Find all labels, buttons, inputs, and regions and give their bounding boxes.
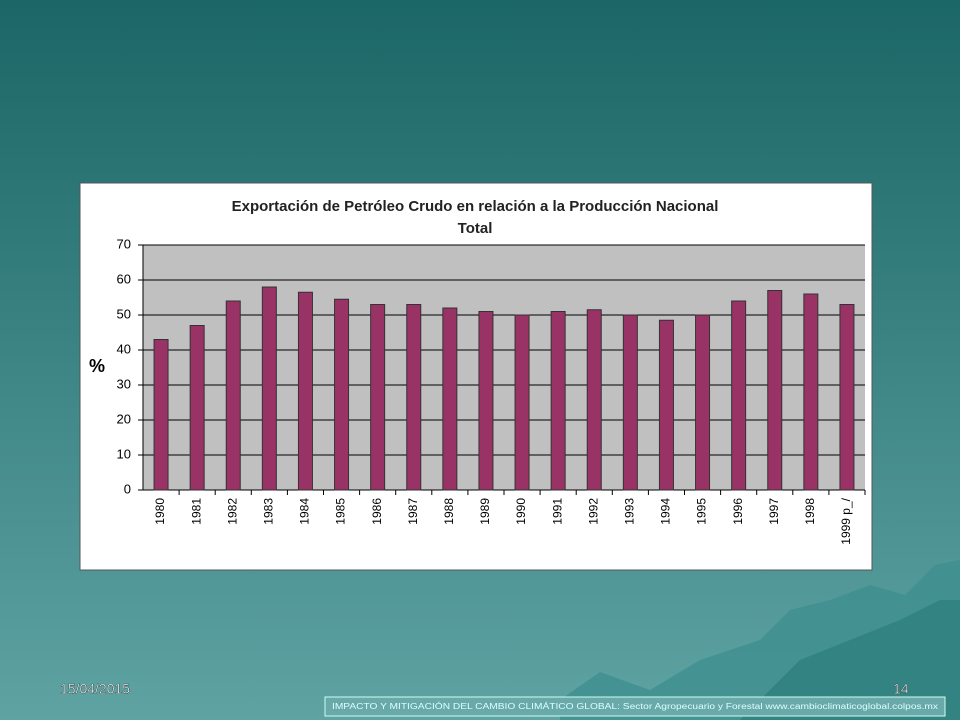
- bar: [297, 291, 313, 491]
- y-tick-label: 50: [117, 306, 131, 321]
- x-tick-label: 1999 p_/: [839, 497, 853, 544]
- x-tick-label: 1987: [406, 498, 420, 525]
- chart-title: Exportación de Petróleo Crudo en relació…: [232, 198, 719, 215]
- bar: [334, 298, 350, 491]
- x-tick-label: 1989: [478, 498, 492, 525]
- x-tick-label: 1996: [731, 498, 745, 525]
- bar: [695, 314, 711, 491]
- bar: [839, 304, 855, 491]
- x-tick-label: 1986: [370, 498, 384, 525]
- x-tick-label: 1994: [659, 498, 673, 525]
- page-number: 14: [893, 681, 909, 697]
- bar: [586, 309, 602, 491]
- bar: [189, 325, 205, 491]
- x-tick-label: 1993: [623, 498, 637, 525]
- bar: [406, 304, 422, 491]
- bar: [442, 307, 458, 491]
- x-tick-label: 1997: [767, 498, 781, 525]
- y-axis-label: %: [89, 356, 105, 376]
- footer: IMPACTO Y MITIGACIÓN DEL CAMBIO CLIMÁTIC…: [332, 702, 938, 711]
- bar: [478, 311, 494, 491]
- y-tick-label: 0: [124, 481, 131, 496]
- x-tick-label: 1988: [442, 498, 456, 525]
- bar: [370, 304, 386, 491]
- x-tick-label: 1995: [695, 498, 709, 525]
- x-tick-label: 1985: [334, 498, 348, 525]
- y-tick-label: 40: [117, 341, 131, 356]
- bar: [153, 339, 169, 491]
- bar: [261, 286, 277, 491]
- x-tick-label: 1983: [262, 498, 276, 525]
- x-tick-label: 1984: [298, 498, 312, 525]
- slide-date: 15/04/2015: [60, 681, 130, 697]
- y-tick-label: 10: [117, 446, 131, 461]
- bar: [622, 314, 638, 491]
- y-tick-label: 60: [117, 271, 131, 286]
- chart-title: Total: [458, 220, 493, 237]
- mountains-front: [740, 600, 960, 720]
- bar: [514, 314, 530, 491]
- plot-area: [143, 245, 865, 490]
- bar: [767, 290, 783, 491]
- x-tick-label: 1982: [225, 498, 239, 525]
- x-tick-label: 1981: [189, 498, 203, 525]
- x-tick-label: 1980: [153, 498, 167, 525]
- x-tick-label: 1998: [803, 498, 817, 525]
- x-tick-label: 1992: [586, 498, 600, 525]
- x-tick-label: 1990: [514, 498, 528, 525]
- y-tick-label: 20: [117, 411, 131, 426]
- bar: [658, 319, 674, 491]
- bar: [731, 300, 747, 491]
- plot: 0 10 20 30 40 50 60 70 1980 1981 1982 1983 1984 1985 1…: [117, 236, 866, 545]
- y-tick-label: 30: [117, 376, 131, 391]
- x-tick-label: 1991: [550, 498, 564, 525]
- bar: [803, 293, 819, 491]
- bar: [225, 300, 241, 491]
- bar: [550, 311, 566, 491]
- y-tick-label: 70: [117, 236, 131, 251]
- footer-box: [324, 696, 946, 717]
